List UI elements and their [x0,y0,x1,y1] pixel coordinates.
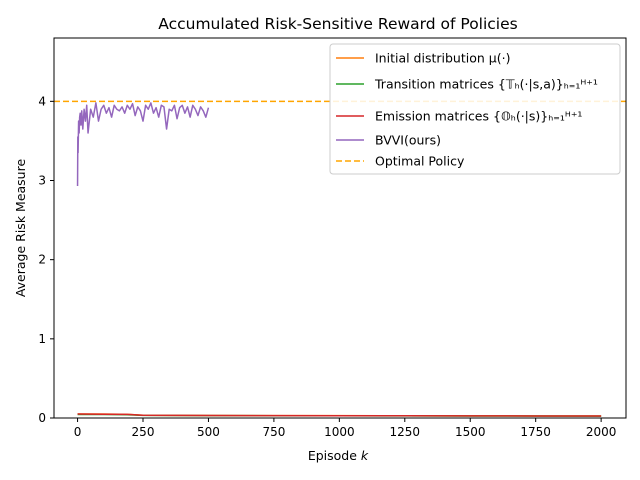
legend-box [329,43,621,175]
series-line-emission [77,413,602,417]
x-tick-label: 0 [74,425,82,439]
legend-label: Emission matrices {𝕆ₕ(·|s)}ₕ₌₁ᴴ⁺¹ [375,109,582,124]
x-tick-label: 2000 [586,425,617,439]
y-tick-label: 0 [38,411,46,425]
x-axis-label: Episode k [308,448,369,463]
x-tick-label: 750 [262,425,285,439]
plot-frame [53,37,627,419]
x-tick-label: 1750 [520,425,551,439]
legend-label: Initial distribution μ(·) [375,51,510,66]
y-tick-label: 2 [38,253,46,267]
x-axis: 0 250 500 750 1000 1250 1500 1750 2000 [74,418,617,439]
chart-title: Accumulated Risk-Sensitive Reward of Pol… [158,15,517,33]
legend-label: BVVI(ours) [375,133,441,148]
x-tick-label: 1250 [390,425,421,439]
x-tick-label: 1500 [455,425,486,439]
y-tick-label: 1 [38,332,46,346]
legend-label: Optimal Policy [375,154,465,169]
y-axis: 0 1 2 3 4 [38,94,54,425]
y-tick-label: 3 [38,174,46,188]
y-tick-label: 4 [38,94,46,108]
series-line-bvvi [76,102,210,187]
x-tick-label: 1000 [324,425,355,439]
x-tick-label: 250 [132,425,155,439]
y-axis-label: Average Risk Measure [13,159,28,298]
x-tick-label: 500 [197,425,220,439]
legend: Initial distribution μ(·) Transition matr… [329,43,621,175]
legend-label: Transition matrices {𝕋ₕ(·|s,a)}ₕ₌₁ᴴ⁺¹ [374,77,598,92]
